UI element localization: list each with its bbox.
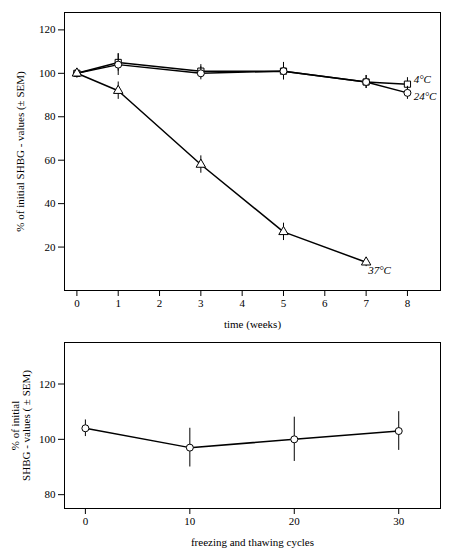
svg-text:4°C: 4°C bbox=[414, 73, 432, 85]
svg-text:120: 120 bbox=[39, 23, 56, 35]
svg-text:20: 20 bbox=[45, 241, 57, 253]
svg-text:3: 3 bbox=[198, 297, 204, 309]
svg-text:120: 120 bbox=[39, 378, 56, 390]
svg-text:80: 80 bbox=[45, 110, 57, 122]
svg-text:2: 2 bbox=[157, 297, 163, 309]
svg-text:time (weeks): time (weeks) bbox=[224, 318, 281, 331]
svg-text:37°C: 37°C bbox=[367, 264, 391, 276]
svg-text:100: 100 bbox=[39, 67, 56, 79]
svg-text:4: 4 bbox=[239, 297, 245, 309]
svg-text:40: 40 bbox=[45, 197, 57, 209]
svg-text:100: 100 bbox=[39, 433, 56, 445]
svg-text:10: 10 bbox=[184, 515, 196, 527]
svg-text:1: 1 bbox=[115, 297, 121, 309]
svg-text:7: 7 bbox=[363, 297, 369, 309]
svg-text:% of initialSHBG - values ( ±: % of initialSHBG - values ( ± SEM) bbox=[9, 370, 33, 481]
svg-text:8: 8 bbox=[405, 297, 411, 309]
svg-text:6: 6 bbox=[322, 297, 328, 309]
svg-text:5: 5 bbox=[281, 297, 287, 309]
svg-text:60: 60 bbox=[45, 154, 57, 166]
svg-text:24°C: 24°C bbox=[414, 90, 437, 102]
svg-text:freezing and thawing cycles: freezing and thawing cycles bbox=[191, 536, 314, 548]
svg-text:% of initial SHBG - values (±: % of initial SHBG - values (± SEM) bbox=[14, 71, 27, 232]
svg-text:0: 0 bbox=[74, 297, 80, 309]
svg-text:30: 30 bbox=[393, 515, 405, 527]
svg-text:0: 0 bbox=[83, 515, 89, 527]
svg-text:80: 80 bbox=[45, 488, 57, 500]
svg-text:20: 20 bbox=[289, 515, 301, 527]
